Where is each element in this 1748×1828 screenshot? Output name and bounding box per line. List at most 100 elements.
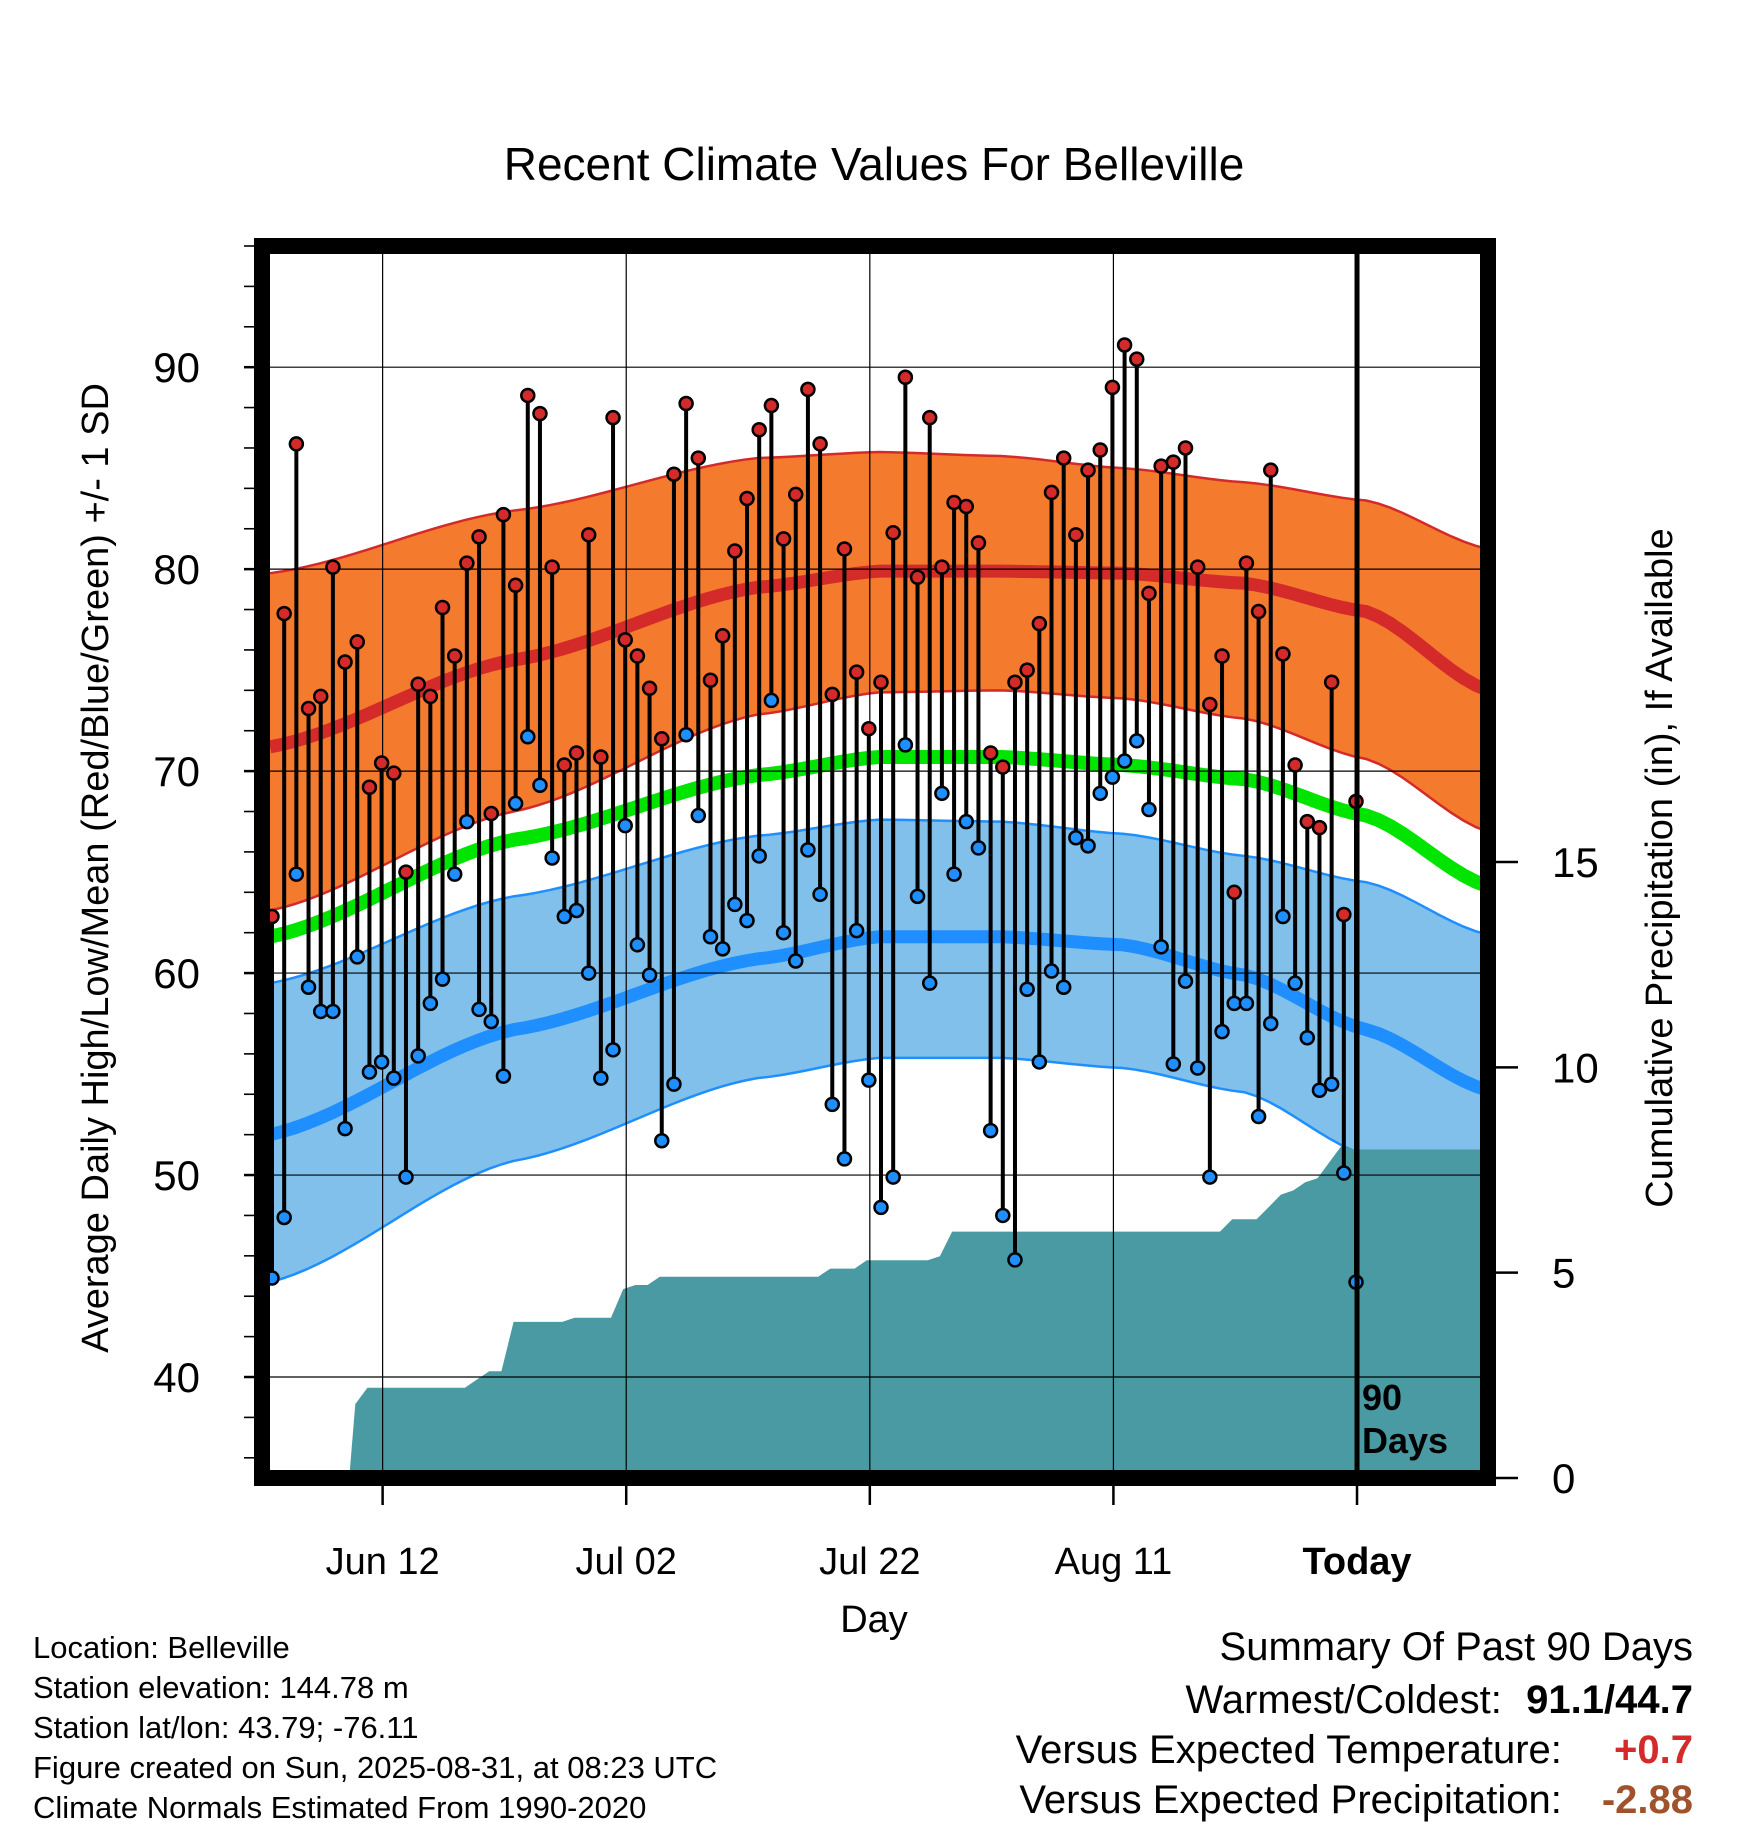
daily-high-point: [1141, 585, 1157, 602]
y2-tick-label: 0: [1552, 1455, 1575, 1502]
daily-low-point: [507, 795, 524, 812]
daily-low-point: [568, 902, 585, 919]
daily-high-point: [410, 676, 426, 693]
summary-title: Summary Of Past 90 Days: [1219, 1625, 1693, 1669]
daily-low-point: [861, 1072, 877, 1088]
daily-low-point: [422, 995, 439, 1012]
daily-low-point: [1068, 830, 1084, 846]
daily-stems: [264, 337, 1364, 1290]
daily-low-point: [739, 912, 755, 929]
daily-low-point: [970, 840, 987, 856]
daily-low-point: [727, 896, 743, 913]
daily-high-point: [1116, 337, 1133, 353]
daily-low-point: [276, 1209, 292, 1226]
daily-high-point: [446, 648, 463, 664]
daily-low-point: [1153, 939, 1169, 955]
daily-high-point: [873, 674, 889, 690]
daily-high-point: [1055, 450, 1072, 466]
daily-low-point: [483, 1013, 499, 1030]
daily-low-point: [1092, 785, 1108, 802]
daily-high-point: [459, 555, 475, 571]
daily-high-point: [836, 541, 853, 557]
daily-high-point: [934, 559, 950, 575]
temp-anomaly-value: +0.7: [1614, 1728, 1693, 1772]
daily-high-point: [885, 525, 901, 541]
daily-high-point: [325, 559, 341, 575]
daily-high-point: [1177, 440, 1194, 456]
daily-low-point: [434, 971, 451, 987]
daily-high-point: [580, 527, 597, 543]
daily-high-point: [556, 757, 573, 773]
ninety-days-label: 90: [1362, 1377, 1402, 1418]
daily-low-point: [848, 922, 865, 939]
daily-high-point: [995, 759, 1011, 775]
info-normals: Climate Normals Estimated From 1990-2020: [33, 1790, 647, 1825]
high-sd-band-upper-edge: [269, 450, 1489, 575]
daily-low-point: [325, 1003, 341, 1020]
daily-low-point: [300, 979, 317, 995]
daily-high-point: [1019, 662, 1035, 678]
daily-low-point: [349, 949, 366, 965]
daily-low-point: [1080, 838, 1096, 854]
daily-low-point: [629, 937, 646, 953]
daily-high-point: [678, 395, 694, 412]
daily-high-point: [471, 529, 487, 545]
y-axis-label: Average Daily High/Low/Mean (Red/Blue/Gr…: [75, 383, 117, 1353]
daily-high-point: [751, 422, 767, 438]
daily-high-point: [507, 577, 524, 594]
daily-high-point: [812, 436, 828, 452]
daily-low-point: [520, 729, 536, 745]
info-latlon: Station lat/lon: 43.79; -76.11: [33, 1710, 419, 1745]
daily-high-point: [1165, 454, 1182, 470]
daily-low-point: [532, 777, 548, 794]
daily-high-point: [690, 450, 707, 466]
daily-high-point: [1336, 906, 1352, 923]
info-location: Location: Belleville: [33, 1630, 290, 1665]
daily-low-point: [702, 928, 719, 945]
daily-low-point: [995, 1207, 1011, 1224]
daily-low-point: [1129, 733, 1145, 749]
daily-low-point: [641, 967, 658, 983]
daily-low-point: [873, 1199, 889, 1216]
daily-low-point: [958, 813, 975, 830]
daily-high-point: [1323, 674, 1340, 690]
daily-high-point: [727, 543, 743, 559]
daily-high-point: [422, 688, 439, 705]
daily-high-point: [921, 409, 938, 426]
precip-anomaly-value: -2.88: [1601, 1778, 1693, 1822]
daily-high-point: [1031, 615, 1048, 632]
daily-low-point: [1214, 1023, 1230, 1040]
x-tick-label: Jun 12: [326, 1541, 440, 1583]
daily-low-point: [1202, 1169, 1218, 1185]
y-tick-label: 80: [153, 546, 200, 593]
daily-high-point: [1129, 351, 1145, 367]
daily-low-point: [1055, 979, 1072, 995]
daily-high-point: [909, 569, 926, 585]
daily-high-point: [666, 466, 682, 482]
daily-high-point: [532, 405, 548, 422]
daily-low-point: [337, 1120, 353, 1137]
daily-low-point: [1323, 1076, 1340, 1092]
daily-low-point: [1238, 995, 1255, 1012]
daily-high-point: [1214, 648, 1230, 664]
daily-high-point: [1068, 527, 1084, 543]
daily-high-point: [970, 535, 987, 551]
daily-high-point: [1299, 813, 1316, 830]
daily-low-point: [812, 886, 828, 903]
daily-high-point: [641, 680, 658, 697]
daily-low-point: [398, 1169, 414, 1185]
daily-low-point: [1043, 963, 1060, 979]
daily-high-point: [605, 409, 621, 426]
daily-high-point: [1275, 646, 1291, 662]
ninety-days-label: Days: [1362, 1420, 1448, 1461]
daily-high-point: [1238, 555, 1255, 571]
daily-low-point: [605, 1042, 621, 1058]
daily-high-point: [1080, 462, 1096, 478]
daily-high-point: [897, 369, 914, 386]
daily-low-point: [1165, 1056, 1182, 1072]
daily-high-point: [775, 531, 792, 547]
daily-low-point: [386, 1070, 402, 1086]
daily-high-point: [520, 387, 536, 404]
daily-high-point: [1043, 484, 1060, 501]
daily-high-point: [544, 559, 560, 575]
